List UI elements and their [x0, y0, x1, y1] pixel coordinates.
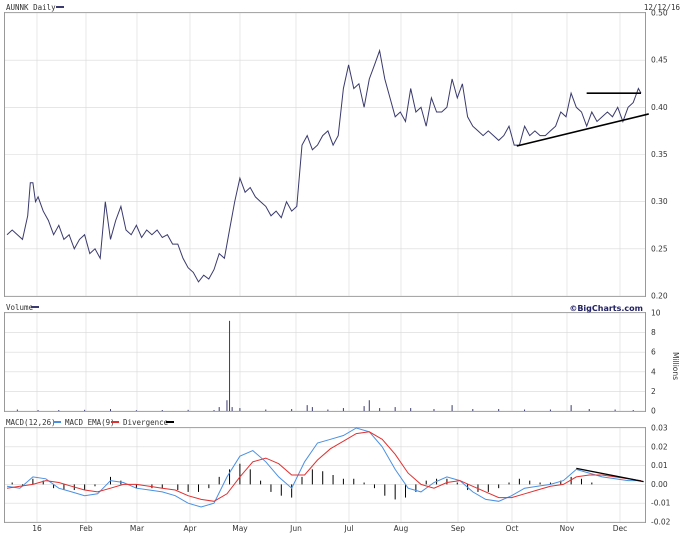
x-tick-label: Oct [506, 524, 519, 533]
y-tick-label: 0.50 [651, 9, 668, 18]
macd-line [6, 427, 641, 508]
y-tick-label: 8 [651, 328, 656, 337]
x-tick-label: Feb [79, 524, 93, 533]
trendline [516, 113, 649, 147]
y-tick-label: 4 [651, 367, 656, 376]
macd-trendline [576, 467, 644, 483]
x-tick-label: Apr [184, 524, 198, 533]
volume-legend-swatch [31, 306, 39, 308]
volume-panel [4, 312, 646, 412]
divergence-legend-swatch [166, 421, 174, 423]
y-tick-label: 0.20 [651, 292, 668, 301]
y-tick-label: 0.02 [651, 442, 668, 451]
divergence-legend-label: Divergence [123, 418, 169, 427]
x-tick-label: Sep [451, 524, 465, 533]
price-line [6, 48, 642, 283]
x-tick-label: Mar [130, 524, 145, 533]
y-tick-label: 0.01 [651, 461, 668, 470]
y-tick-label: -0.02 [651, 518, 671, 527]
axis-ticks: 16 Feb Mar Apr May Jun Jul Aug Sep Oct Nov Dec 0.20 0… [32, 9, 670, 534]
price-title: AUNNK Daily [6, 3, 56, 12]
ema-legend-label: MACD EMA(9) [65, 418, 115, 427]
chart-marks [6, 48, 649, 508]
x-tick-label: 16 [32, 524, 42, 533]
y-tick-label: 0.03 [651, 424, 668, 433]
ema-legend-swatch [111, 421, 119, 423]
y-tick-label: 0.25 [651, 244, 668, 253]
volume-title: Volume [6, 303, 34, 312]
gridlines [5, 12, 645, 523]
y-tick-label: 0.00 [651, 480, 668, 489]
price-legend-swatch [56, 6, 64, 8]
volume-unit-label: Millions [671, 352, 680, 380]
y-tick-label: 0.30 [651, 197, 668, 206]
y-tick-label: 0.40 [651, 103, 668, 112]
y-tick-label: 0 [651, 407, 656, 416]
chart-date: 12/12/16 [644, 3, 681, 12]
x-tick-label: Dec [613, 524, 628, 533]
ema-line [6, 431, 642, 502]
y-tick-label: 2 [651, 387, 656, 396]
y-tick-label: 0.35 [651, 150, 668, 159]
y-tick-label: 10 [651, 309, 661, 318]
brand-logo: ©BigCharts.com [569, 304, 643, 313]
y-tick-label: 0.45 [651, 56, 668, 65]
x-tick-label: Nov [560, 524, 575, 533]
x-tick-label: May [232, 524, 248, 533]
x-tick-label: Jun [289, 524, 302, 533]
y-tick-label: -0.01 [651, 499, 671, 508]
price-panel [4, 12, 646, 297]
macd-legend-swatch [53, 421, 61, 423]
macd-title: MACD(12,26) [6, 418, 56, 427]
macd-panel [4, 427, 646, 523]
y-tick-label: 6 [651, 348, 656, 357]
x-tick-label: Jul [343, 524, 353, 533]
x-tick-label: Aug [394, 524, 409, 533]
